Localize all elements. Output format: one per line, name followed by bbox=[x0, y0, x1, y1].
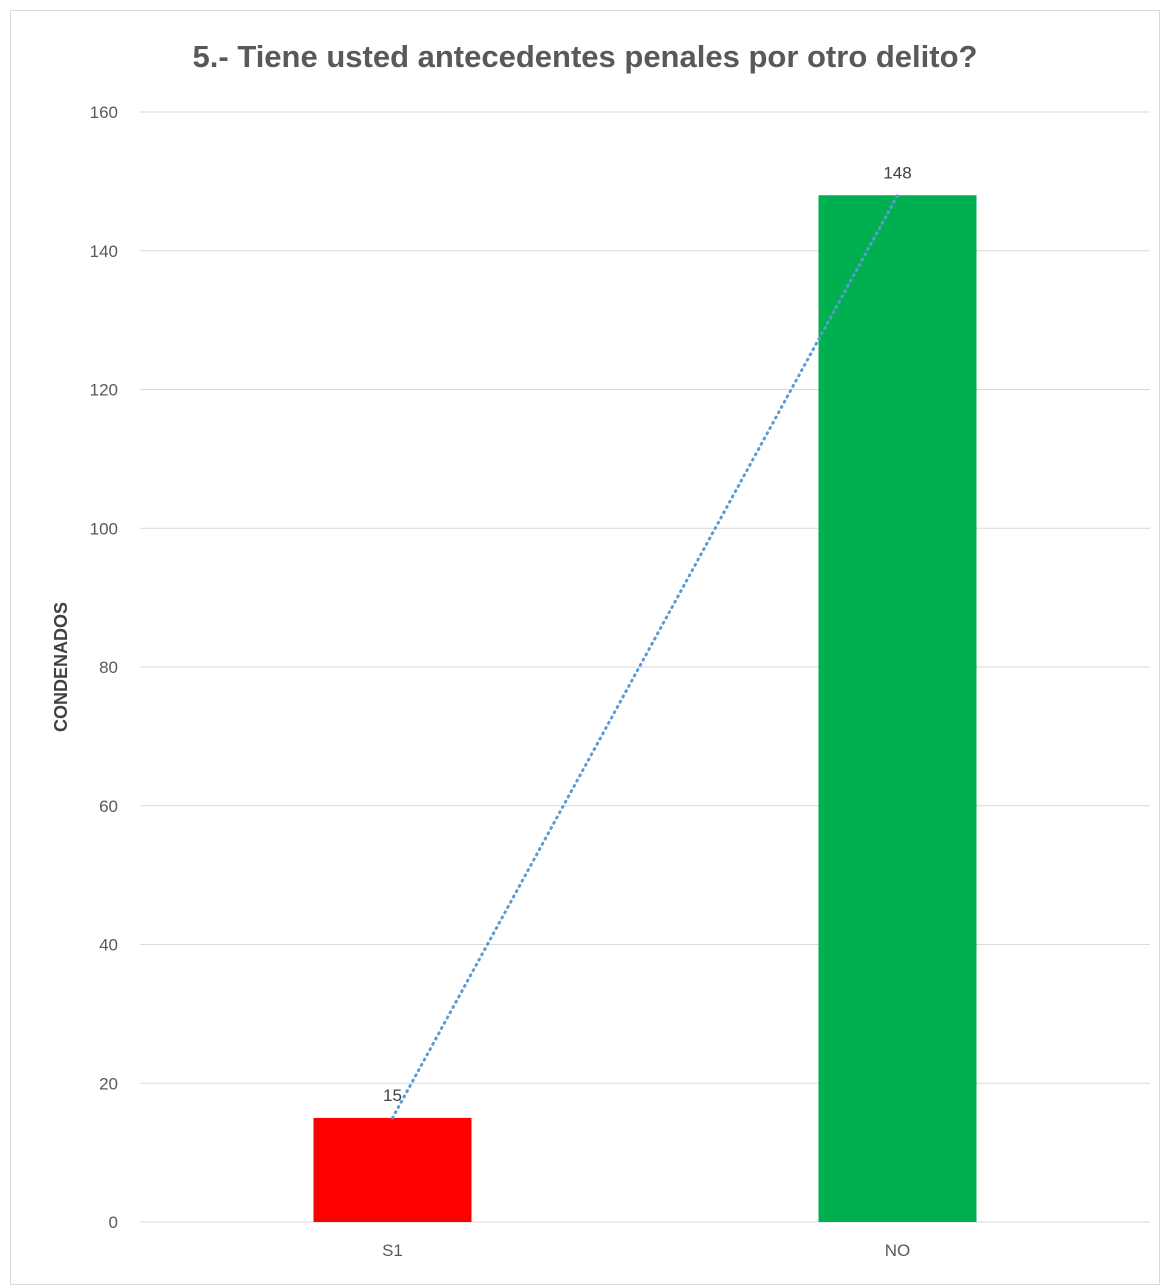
x-tick-label: S1 bbox=[382, 1241, 403, 1260]
data-label-s1: 15 bbox=[383, 1086, 402, 1105]
x-tick-label: NO bbox=[885, 1241, 911, 1260]
y-tick-label: 140 bbox=[90, 242, 118, 261]
trendline bbox=[391, 193, 899, 1120]
y-tick-label: 40 bbox=[99, 936, 118, 955]
y-tick-label: 160 bbox=[90, 103, 118, 122]
data-labels: 15 148 bbox=[383, 163, 912, 1105]
chart-title: 5.- Tiene usted antecedentes penales por… bbox=[193, 39, 978, 74]
y-tick-label: 0 bbox=[109, 1213, 118, 1232]
gridlines bbox=[140, 111, 1150, 1223]
y-axis-title: CONDENADOS bbox=[51, 602, 71, 732]
x-axis-ticks: S1 NO bbox=[382, 1241, 910, 1260]
data-label-no: 148 bbox=[883, 163, 911, 182]
y-tick-label: 60 bbox=[99, 797, 118, 816]
y-axis-ticks: 0 20 40 60 80 100 120 140 160 bbox=[90, 103, 118, 1232]
y-tick-label: 120 bbox=[90, 381, 118, 400]
bar-no bbox=[818, 195, 977, 1222]
bar-s1 bbox=[313, 1117, 472, 1222]
bars bbox=[313, 195, 977, 1222]
y-tick-label: 100 bbox=[90, 519, 118, 538]
trendline-line bbox=[391, 193, 899, 1120]
y-tick-label: 80 bbox=[99, 658, 118, 677]
y-tick-label: 20 bbox=[99, 1074, 118, 1093]
